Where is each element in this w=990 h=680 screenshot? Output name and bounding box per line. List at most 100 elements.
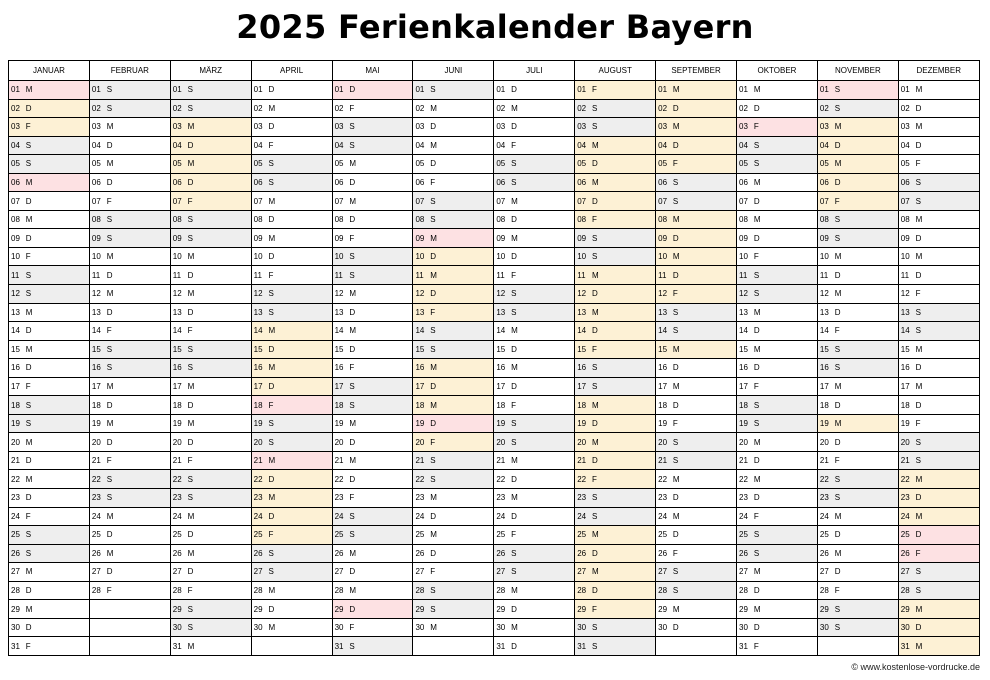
- weekday-letter: S: [267, 172, 333, 193]
- weekday-letter: M: [510, 191, 576, 211]
- day-number: 31: [736, 636, 753, 656]
- weekday-letter: M: [105, 154, 171, 174]
- weekday-letter: S: [24, 154, 90, 174]
- day-number: 14: [412, 321, 430, 341]
- day-row: 07 D 07 F 07 F 07 M 07 M 07 S 07 M 07 D 07 S 07 D 07 F 07 S: [7, 191, 980, 211]
- weekday-letter: S: [429, 321, 495, 341]
- day-number: 08: [7, 209, 25, 230]
- weekday-letter: D: [267, 339, 333, 360]
- day-number: 09: [736, 228, 753, 248]
- weekday-letter: M: [267, 580, 333, 601]
- day-number: 09: [816, 228, 834, 248]
- day-number: 12: [493, 284, 511, 304]
- weekday-letter: D: [186, 135, 252, 156]
- weekday-letter: F: [752, 246, 818, 267]
- day-number: 07: [412, 191, 430, 211]
- day-number: 04: [88, 135, 106, 156]
- day-number: 30: [7, 617, 25, 638]
- weekday-letter: M: [24, 469, 90, 490]
- weekday-letter: S: [671, 172, 738, 193]
- day-number: 21: [736, 450, 753, 471]
- day-number: 07: [655, 191, 672, 211]
- weekday-letter: S: [833, 488, 899, 508]
- weekday-letter: M: [671, 246, 738, 267]
- day-number: 11: [7, 265, 25, 286]
- weekday-letter: M: [591, 172, 657, 193]
- weekday-letter: F: [429, 562, 495, 582]
- day-number: 23: [816, 488, 834, 508]
- weekday-letter: S: [914, 432, 980, 452]
- empty-cell: [816, 636, 834, 656]
- weekday-letter: F: [671, 154, 738, 174]
- day-number: 09: [412, 228, 430, 248]
- weekday-letter: M: [429, 358, 495, 378]
- day-number: 23: [736, 488, 753, 508]
- day-number: 01: [88, 80, 106, 100]
- weekday-letter: F: [348, 488, 414, 508]
- weekday-letter: M: [186, 636, 252, 656]
- weekday-letter: S: [186, 488, 252, 508]
- day-number: 21: [655, 450, 672, 471]
- day-number: 07: [250, 191, 268, 211]
- day-number: 07: [88, 191, 106, 211]
- day-number: 09: [493, 228, 511, 248]
- day-number: 29: [412, 599, 430, 619]
- weekday-letter: D: [591, 543, 657, 564]
- day-number: 26: [655, 543, 672, 564]
- weekday-letter: D: [591, 413, 657, 434]
- weekday-letter: M: [833, 284, 899, 304]
- weekday-letter: M: [591, 525, 657, 545]
- weekday-letter: D: [267, 376, 333, 397]
- weekday-letter: M: [267, 191, 333, 211]
- day-number: 02: [816, 98, 834, 119]
- weekday-letter: S: [671, 580, 738, 601]
- day-number: 28: [655, 580, 672, 601]
- weekday-letter: M: [510, 358, 576, 378]
- weekday-letter: D: [752, 228, 818, 248]
- day-number: 26: [736, 543, 753, 564]
- day-number: 13: [655, 302, 672, 323]
- weekday-letter: D: [914, 395, 980, 415]
- day-number: 06: [736, 172, 753, 193]
- weekday-letter: M: [348, 543, 414, 564]
- weekday-letter: M: [186, 413, 252, 434]
- weekday-letter: M: [105, 246, 171, 267]
- month-header: NOVEMBER: [816, 60, 899, 81]
- weekday-letter: S: [348, 265, 414, 286]
- month-header: MÄRZ: [169, 60, 252, 81]
- day-number: 23: [169, 488, 187, 508]
- weekday-letter: M: [752, 599, 818, 619]
- weekday-letter: S: [24, 265, 90, 286]
- weekday-letter: D: [833, 432, 899, 452]
- weekday-letter: D: [510, 209, 576, 230]
- weekday-letter: M: [267, 228, 333, 248]
- day-number: 30: [331, 617, 349, 638]
- weekday-letter: D: [24, 450, 90, 471]
- day-number: 13: [897, 302, 915, 323]
- day-number: 05: [655, 154, 672, 174]
- day-number: 22: [169, 469, 187, 490]
- day-row: 05 S 05 M 05 M 05 S 05 M 05 D 05 S 05 D 05 F 05 S 05 M 05 F: [7, 154, 980, 174]
- weekday-letter: F: [267, 135, 333, 156]
- day-number: 18: [816, 395, 834, 415]
- weekday-letter: M: [833, 413, 899, 434]
- weekday-letter: D: [186, 172, 252, 193]
- weekday-letter: M: [348, 321, 414, 341]
- weekday-letter: M: [752, 339, 818, 360]
- day-number: 24: [412, 506, 430, 527]
- day-number: 20: [574, 432, 592, 452]
- weekday-letter: S: [671, 302, 738, 323]
- day-number: 11: [736, 265, 753, 286]
- weekday-letter: D: [591, 284, 657, 304]
- day-number: 01: [412, 80, 430, 100]
- weekday-letter: M: [105, 543, 171, 564]
- day-row: 31 F 31 M 31 S 31 D 31 S 31 F 31 M: [7, 636, 980, 656]
- weekday-letter: D: [267, 599, 333, 619]
- day-number: 05: [736, 154, 753, 174]
- day-number: 01: [7, 80, 25, 100]
- weekday-letter: M: [105, 506, 171, 527]
- day-number: 17: [250, 376, 268, 397]
- day-number: 12: [816, 284, 834, 304]
- weekday-letter: F: [186, 580, 252, 601]
- day-number: 22: [897, 469, 915, 490]
